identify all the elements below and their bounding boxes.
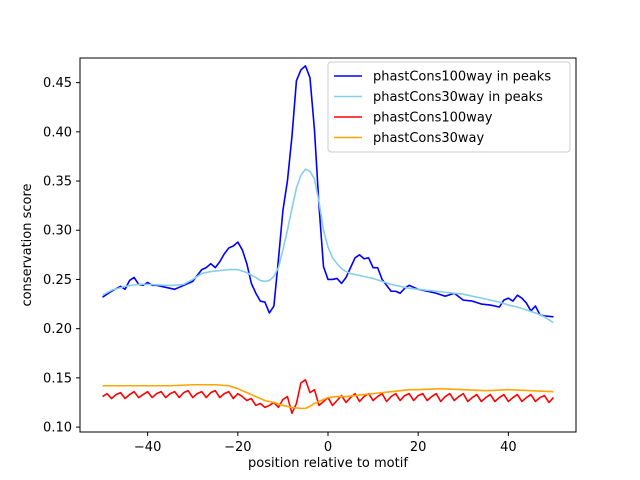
x-tick-label: 0 (324, 440, 332, 455)
x-tick-label: 20 (410, 440, 427, 455)
y-tick-label: 0.40 (43, 125, 72, 140)
x-axis-label: position relative to motif (248, 456, 408, 471)
y-tick-label: 0.10 (43, 421, 72, 436)
y-tick-label: 0.20 (43, 322, 72, 337)
y-tick-label: 0.30 (43, 224, 72, 239)
x-tick-label: −20 (224, 440, 251, 455)
legend-label: phastCons100way in peaks (373, 70, 551, 85)
y-tick-label: 0.15 (43, 371, 72, 386)
y-axis: 0.10 0.15 0.20 0.25 0.30 0.35 0.40 0.45 (43, 76, 80, 436)
legend-box (327, 61, 571, 153)
legend-label: phastCons30way (373, 131, 485, 146)
x-axis: −40 −20 0 20 40 (134, 432, 517, 455)
series-layer (102, 65, 555, 415)
y-tick-label: 0.35 (43, 175, 72, 190)
y-tick-label: 0.25 (43, 273, 72, 288)
x-tick-label: −40 (134, 440, 161, 455)
y-tick-label: 0.45 (43, 76, 72, 91)
legend: phastCons100way in peaks phastCons30way i… (327, 61, 571, 153)
legend-label: phastCons30way in peaks (373, 90, 543, 105)
x-tick-label: 40 (500, 440, 517, 455)
series-line-1 (102, 168, 554, 324)
y-axis-label: conservation score (20, 183, 35, 306)
legend-entries: phastCons100way in peaks phastCons30way i… (334, 70, 551, 146)
series-line-3 (102, 383, 554, 410)
legend-label: phastCons100way (373, 111, 493, 126)
